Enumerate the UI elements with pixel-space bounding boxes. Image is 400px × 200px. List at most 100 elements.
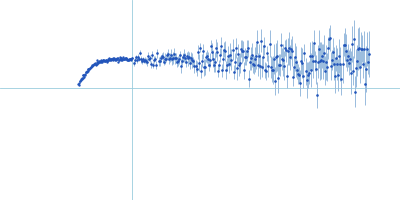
Point [115, 60, 121, 63]
Point [92, 62, 98, 65]
Point [96, 60, 102, 64]
Point [76, 84, 82, 87]
Point [84, 70, 91, 73]
Point [94, 59, 100, 62]
Point [82, 70, 89, 73]
Point [105, 58, 111, 61]
Point [80, 74, 87, 77]
Point [127, 57, 134, 60]
Point [120, 58, 126, 61]
Point [118, 57, 125, 60]
Point [117, 58, 124, 62]
Point [110, 57, 116, 60]
Point [91, 62, 97, 65]
Point [116, 58, 122, 61]
Point [104, 59, 111, 62]
Point [119, 58, 126, 61]
Point [95, 61, 101, 64]
Point [128, 58, 135, 61]
Point [110, 57, 117, 60]
Point [94, 61, 101, 64]
Point [77, 80, 83, 83]
Point [119, 57, 125, 60]
Point [98, 60, 105, 63]
Point [93, 62, 100, 65]
Point [96, 60, 103, 63]
Point [78, 78, 84, 81]
Point [113, 57, 120, 60]
Point [85, 67, 92, 71]
Point [124, 57, 130, 60]
Point [88, 66, 94, 69]
Point [126, 58, 133, 61]
Point [95, 60, 102, 63]
Point [123, 58, 130, 61]
Point [108, 58, 114, 61]
Point [106, 58, 113, 61]
Point [122, 56, 129, 59]
Point [107, 58, 114, 61]
Point [110, 58, 116, 61]
Point [87, 67, 94, 70]
Point [102, 59, 108, 63]
Point [109, 57, 116, 61]
Point [105, 58, 112, 61]
Point [126, 58, 132, 61]
Point [129, 56, 135, 60]
Point [109, 57, 115, 61]
Point [84, 71, 90, 74]
Point [128, 57, 134, 60]
Point [115, 57, 122, 60]
Point [77, 79, 84, 82]
Point [107, 59, 113, 62]
Point [78, 78, 84, 81]
Point [112, 57, 118, 60]
Point [96, 60, 102, 63]
Point [117, 55, 123, 59]
Point [101, 58, 108, 61]
Point [127, 57, 133, 60]
Point [103, 59, 110, 62]
Point [113, 58, 119, 62]
Point [116, 57, 123, 60]
Point [99, 59, 105, 62]
Point [80, 74, 86, 77]
Point [102, 59, 108, 62]
Point [120, 56, 126, 59]
Point [123, 56, 129, 59]
Point [129, 57, 136, 60]
Point [106, 56, 112, 59]
Point [82, 72, 88, 75]
Point [88, 64, 95, 68]
Point [118, 57, 124, 60]
Point [116, 58, 122, 61]
Point [121, 57, 127, 60]
Point [83, 71, 89, 74]
Point [122, 57, 128, 60]
Point [100, 59, 106, 62]
Point [81, 75, 87, 78]
Point [99, 60, 106, 63]
Point [111, 58, 118, 61]
Point [126, 58, 132, 61]
Point [84, 70, 90, 73]
Point [89, 64, 96, 67]
Point [112, 58, 119, 61]
Point [102, 59, 109, 62]
Point [86, 66, 93, 69]
Point [101, 59, 107, 63]
Point [79, 77, 85, 80]
Point [125, 58, 132, 61]
Point [78, 78, 85, 81]
Point [100, 58, 106, 62]
Point [103, 58, 109, 62]
Point [93, 63, 99, 66]
Point [75, 83, 82, 86]
Point [79, 76, 86, 79]
Point [120, 58, 127, 61]
Point [124, 58, 131, 62]
Point [86, 68, 92, 71]
Point [92, 63, 99, 66]
Point [86, 67, 92, 71]
Point [81, 73, 88, 76]
